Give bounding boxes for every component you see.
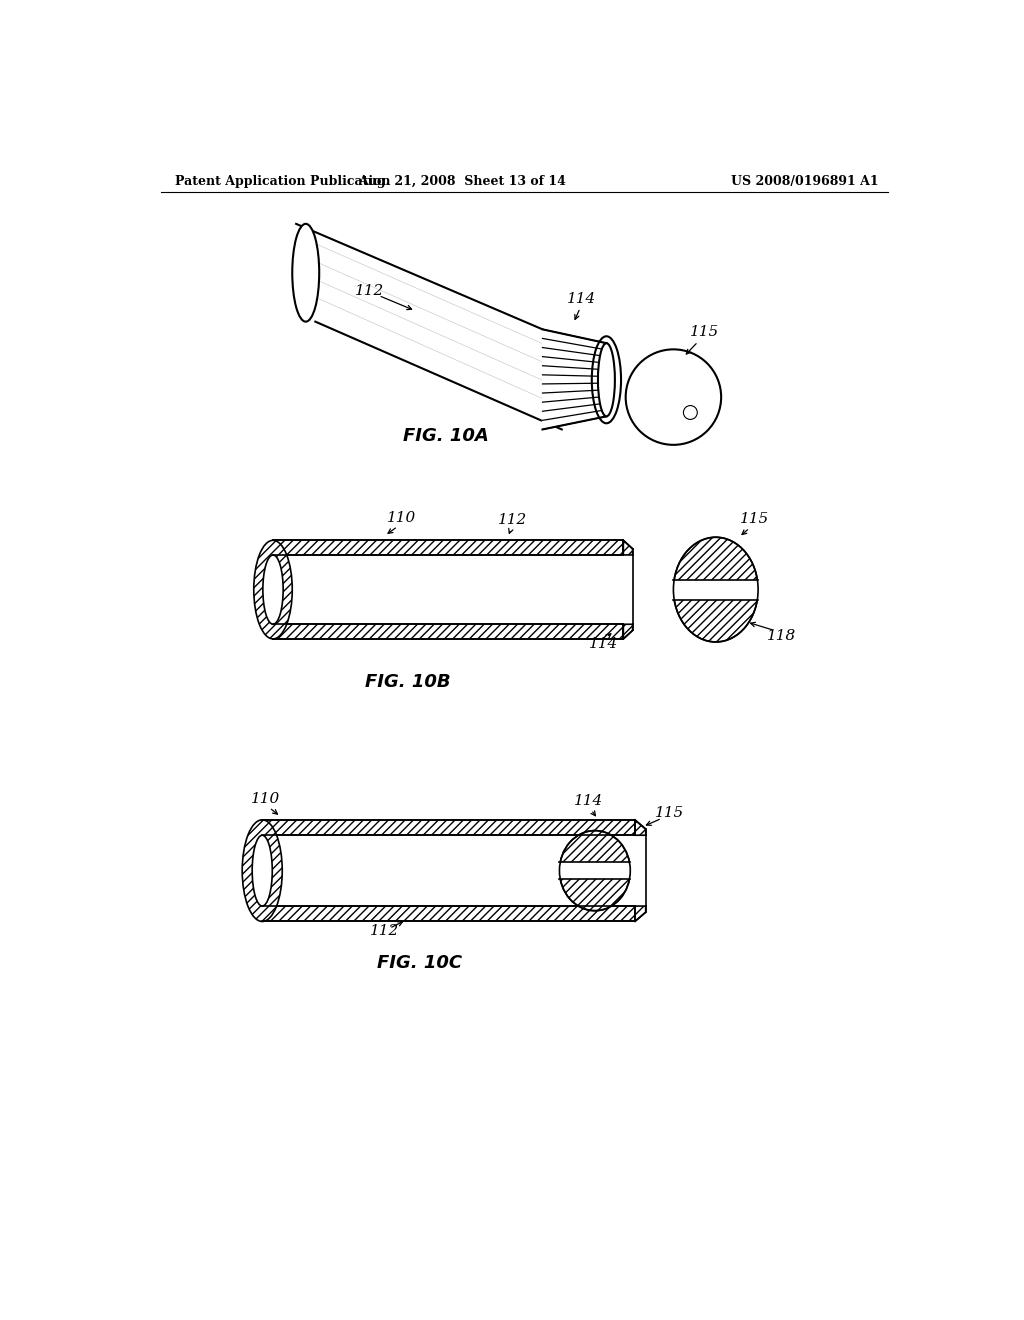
Bar: [672, 579, 760, 599]
Polygon shape: [543, 330, 606, 429]
Text: US 2008/0196891 A1: US 2008/0196891 A1: [731, 176, 879, 187]
Text: FIG. 10C: FIG. 10C: [377, 954, 462, 972]
Text: 115: 115: [689, 325, 719, 339]
Ellipse shape: [252, 836, 272, 906]
Text: FIG. 10B: FIG. 10B: [365, 673, 451, 690]
Polygon shape: [262, 906, 635, 921]
Text: 114: 114: [589, 636, 617, 651]
Text: 112: 112: [354, 284, 384, 298]
Text: 115: 115: [655, 807, 684, 820]
Polygon shape: [635, 820, 646, 836]
Text: 112: 112: [498, 513, 527, 527]
Ellipse shape: [559, 830, 631, 911]
Polygon shape: [635, 906, 646, 921]
Bar: [558, 862, 632, 879]
Polygon shape: [273, 540, 624, 554]
Ellipse shape: [243, 820, 283, 921]
Ellipse shape: [254, 540, 292, 639]
Text: Aug. 21, 2008  Sheet 13 of 14: Aug. 21, 2008 Sheet 13 of 14: [357, 176, 565, 187]
Text: 115: 115: [739, 512, 769, 525]
Circle shape: [626, 350, 721, 445]
Text: Patent Application Publication: Patent Application Publication: [175, 176, 391, 187]
Polygon shape: [273, 624, 624, 639]
Ellipse shape: [263, 554, 284, 624]
Text: 114: 114: [567, 292, 596, 305]
Ellipse shape: [292, 224, 319, 322]
Text: 112: 112: [370, 924, 399, 939]
Polygon shape: [624, 540, 633, 554]
Text: 110: 110: [251, 792, 280, 807]
Polygon shape: [624, 624, 633, 639]
Text: 114: 114: [574, 795, 603, 808]
Polygon shape: [262, 836, 635, 906]
Ellipse shape: [598, 343, 614, 416]
Polygon shape: [273, 554, 624, 624]
Polygon shape: [296, 224, 562, 429]
Text: 118: 118: [767, 628, 796, 643]
Ellipse shape: [674, 537, 758, 642]
Polygon shape: [262, 820, 635, 836]
Text: 110: 110: [387, 511, 416, 525]
Text: FIG. 10A: FIG. 10A: [403, 426, 489, 445]
